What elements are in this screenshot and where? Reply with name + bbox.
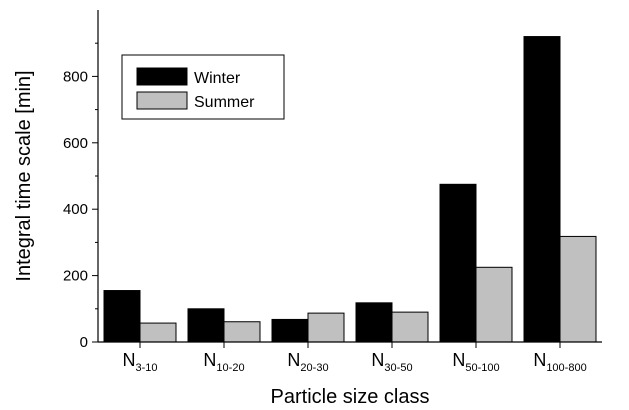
x-tick-label: N20-30 [287,350,328,374]
x-axis-title: Particle size class [271,386,430,408]
legend-swatch-winter [136,67,188,86]
bar-winter-20-30 [271,318,309,343]
y-tick-label: 200 [63,268,88,285]
bar-summer-3-10 [139,322,177,343]
bar-winter-50-100 [439,183,477,343]
bar-winter-10-20 [187,308,225,343]
bar-winter-100-800 [523,36,561,343]
x-tick-label: N30-50 [371,350,412,374]
legend: Winter Summer [121,54,285,120]
x-tick-label: N3-10 [122,350,157,374]
x-ticks: N3-10 N10-20 N20-30 N30-50 N50-100 N100-800 [122,342,587,374]
bar-summer-50-100 [475,266,513,343]
bar-winter-30-50 [355,302,393,343]
x-tick-label: N100-800 [533,350,586,374]
legend-label-summer: Summer [194,94,255,111]
y-tick-label: 0 [80,334,88,351]
y-tick-label: 600 [63,135,88,152]
bar-winter-3-10 [103,290,141,343]
y-ticks: 0 200 400 600 800 [63,42,98,351]
y-tick-label: 800 [63,68,88,85]
y-axis-title: Integral time scale [min] [13,70,35,281]
x-tick-label: N10-20 [203,350,244,374]
bar-summer-10-20 [223,321,261,343]
x-tick-label: N50-100 [452,350,499,374]
legend-label-winter: Winter [194,70,241,87]
bar-summer-100-800 [559,235,597,343]
bar-summer-20-30 [307,312,345,343]
y-tick-label: 400 [63,201,88,218]
plot-marks [103,36,597,343]
legend-swatch-summer [136,91,188,110]
bar-summer-30-50 [391,311,429,343]
